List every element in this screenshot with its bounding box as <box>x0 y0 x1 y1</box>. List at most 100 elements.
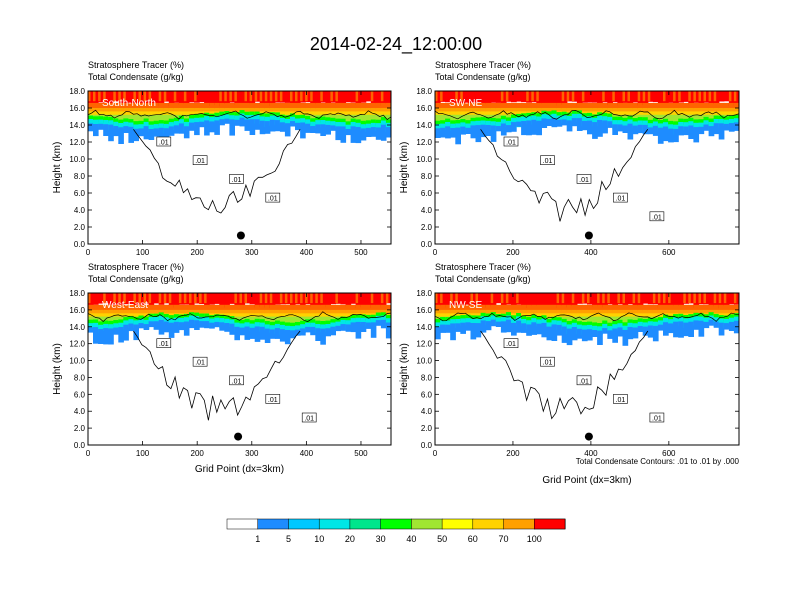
colorbar-swatch <box>411 518 443 530</box>
y-tick-label: 4.0 <box>74 206 86 215</box>
colorbar-swatch <box>288 518 320 530</box>
y-tick-label: 4.0 <box>421 206 433 215</box>
panel-subtitle-tracer: Stratosphere Tracer (%) <box>88 60 184 70</box>
x-tick-label: 300 <box>245 248 259 257</box>
y-tick-label: 0.0 <box>421 441 433 450</box>
x-tick-label: 500 <box>354 449 368 458</box>
x-axis-label: Grid Point (dx=3km) <box>542 475 631 486</box>
y-tick-label: 4.0 <box>421 407 433 416</box>
y-tick-label: 8.0 <box>421 172 433 181</box>
svg-text:.01: .01 <box>232 177 242 184</box>
condensate-contour <box>480 129 649 222</box>
y-tick-label: 14.0 <box>416 323 432 332</box>
colorbar: 1 5 10 20 30 40 50 60 70 100 <box>226 518 566 544</box>
svg-text:.01: .01 <box>579 378 589 385</box>
svg-text:.01: .01 <box>268 397 278 404</box>
x-tick-label: 0 <box>86 248 91 257</box>
contour-label: .01 <box>229 375 244 385</box>
y-tick-label: 18.0 <box>416 87 432 96</box>
x-tick-label: 200 <box>191 248 205 257</box>
colorbar-swatch <box>441 518 474 530</box>
colorbar-swatch <box>257 518 289 530</box>
x-tick-label: 400 <box>584 449 598 458</box>
svg-text:.01: .01 <box>159 341 169 348</box>
colorbar-level-label: 100 <box>527 534 542 544</box>
panel-subtitle-condensate: Total Condensate (g/kg) <box>435 72 531 82</box>
colorbar-swatch <box>226 518 259 530</box>
panel-4: Stratosphere Tracer (%) Total Condensate … <box>399 262 740 486</box>
contour-label: .01 <box>540 155 555 165</box>
svg-text:.01: .01 <box>232 378 242 385</box>
upper-condensate-contour <box>435 109 739 120</box>
contour-label: .01 <box>613 192 628 203</box>
y-tick-label: 12.0 <box>416 138 432 147</box>
colorbar-level-label: 1 <box>255 534 260 544</box>
x-tick-label: 100 <box>136 449 150 458</box>
svg-text:.01: .01 <box>543 360 553 367</box>
panel-subtitle-tracer: Stratosphere Tracer (%) <box>435 262 531 272</box>
y-tick-label: 16.0 <box>416 104 432 113</box>
y-tick-label: 10.0 <box>69 357 85 366</box>
svg-text:.01: .01 <box>268 196 278 203</box>
location-marker <box>584 231 593 240</box>
y-tick-label: 12.0 <box>69 340 85 349</box>
y-tick-label: 8.0 <box>74 373 86 382</box>
contour-label: .01 <box>540 356 555 367</box>
y-tick-label: 4.0 <box>74 407 86 416</box>
upper-condensate-contour <box>88 109 391 120</box>
y-tick-label: 6.0 <box>74 390 86 399</box>
tracer-field <box>435 91 739 145</box>
panel-label: South-North <box>102 98 156 109</box>
contour-label: .01 <box>503 338 519 348</box>
y-tick-label: 8.0 <box>421 373 433 382</box>
y-tick-label: 12.0 <box>69 138 85 147</box>
panel-subtitle-tracer: Stratosphere Tracer (%) <box>435 60 531 70</box>
colorbar-level-label: 50 <box>437 534 447 544</box>
y-tick-label: 2.0 <box>74 424 86 433</box>
upper-condensate-contour <box>88 311 391 322</box>
y-tick-label: 16.0 <box>69 104 85 113</box>
y-axis-label: Height (km) <box>52 142 63 194</box>
y-tick-label: 0.0 <box>421 240 433 249</box>
contour-label: .01 <box>192 155 208 165</box>
colorbar-swatch <box>534 518 566 530</box>
y-axis-label: Height (km) <box>399 142 410 194</box>
colorbar-level-label: 40 <box>406 534 416 544</box>
svg-text:.01: .01 <box>616 397 626 404</box>
colorbar-level-label: 5 <box>286 534 291 544</box>
colorbar-level-label: 30 <box>376 534 386 544</box>
y-tick-label: 12.0 <box>416 340 432 349</box>
colorbar-swatch <box>349 518 382 530</box>
svg-text:.01: .01 <box>304 416 314 423</box>
location-marker <box>236 231 245 240</box>
colorbar-level-label: 60 <box>468 534 478 544</box>
colorbar-level-label: 20 <box>345 534 355 544</box>
x-axis-label: Grid Point (dx=3km) <box>195 464 284 475</box>
x-tick-label: 100 <box>136 248 150 257</box>
svg-text:.01: .01 <box>616 196 626 203</box>
x-tick-label: 600 <box>662 248 676 257</box>
svg-text:.01: .01 <box>652 214 662 221</box>
contour-label: .01 <box>613 394 628 404</box>
y-tick-label: 14.0 <box>69 121 85 130</box>
y-tick-label: 2.0 <box>421 424 433 433</box>
y-tick-label: 14.0 <box>416 121 432 130</box>
contour-label: .01 <box>649 412 665 423</box>
contour-label: .01 <box>229 174 244 184</box>
x-tick-label: 200 <box>506 449 520 458</box>
plot-frame <box>87 90 392 245</box>
colorbar-swatch <box>318 518 351 530</box>
y-tick-label: 2.0 <box>421 223 433 232</box>
svg-text:.01: .01 <box>652 416 662 423</box>
panel-subtitle-condensate: Total Condensate (g/kg) <box>88 72 184 82</box>
colorbar-level-label: 70 <box>498 534 508 544</box>
contour-label: .01 <box>649 211 665 221</box>
y-tick-label: 18.0 <box>416 289 432 298</box>
y-tick-label: 18.0 <box>69 289 85 298</box>
contour-label: .01 <box>265 192 281 203</box>
svg-text:.01: .01 <box>506 140 516 147</box>
location-marker <box>234 432 243 441</box>
tracer-field <box>435 293 739 346</box>
y-tick-label: 16.0 <box>416 306 432 315</box>
